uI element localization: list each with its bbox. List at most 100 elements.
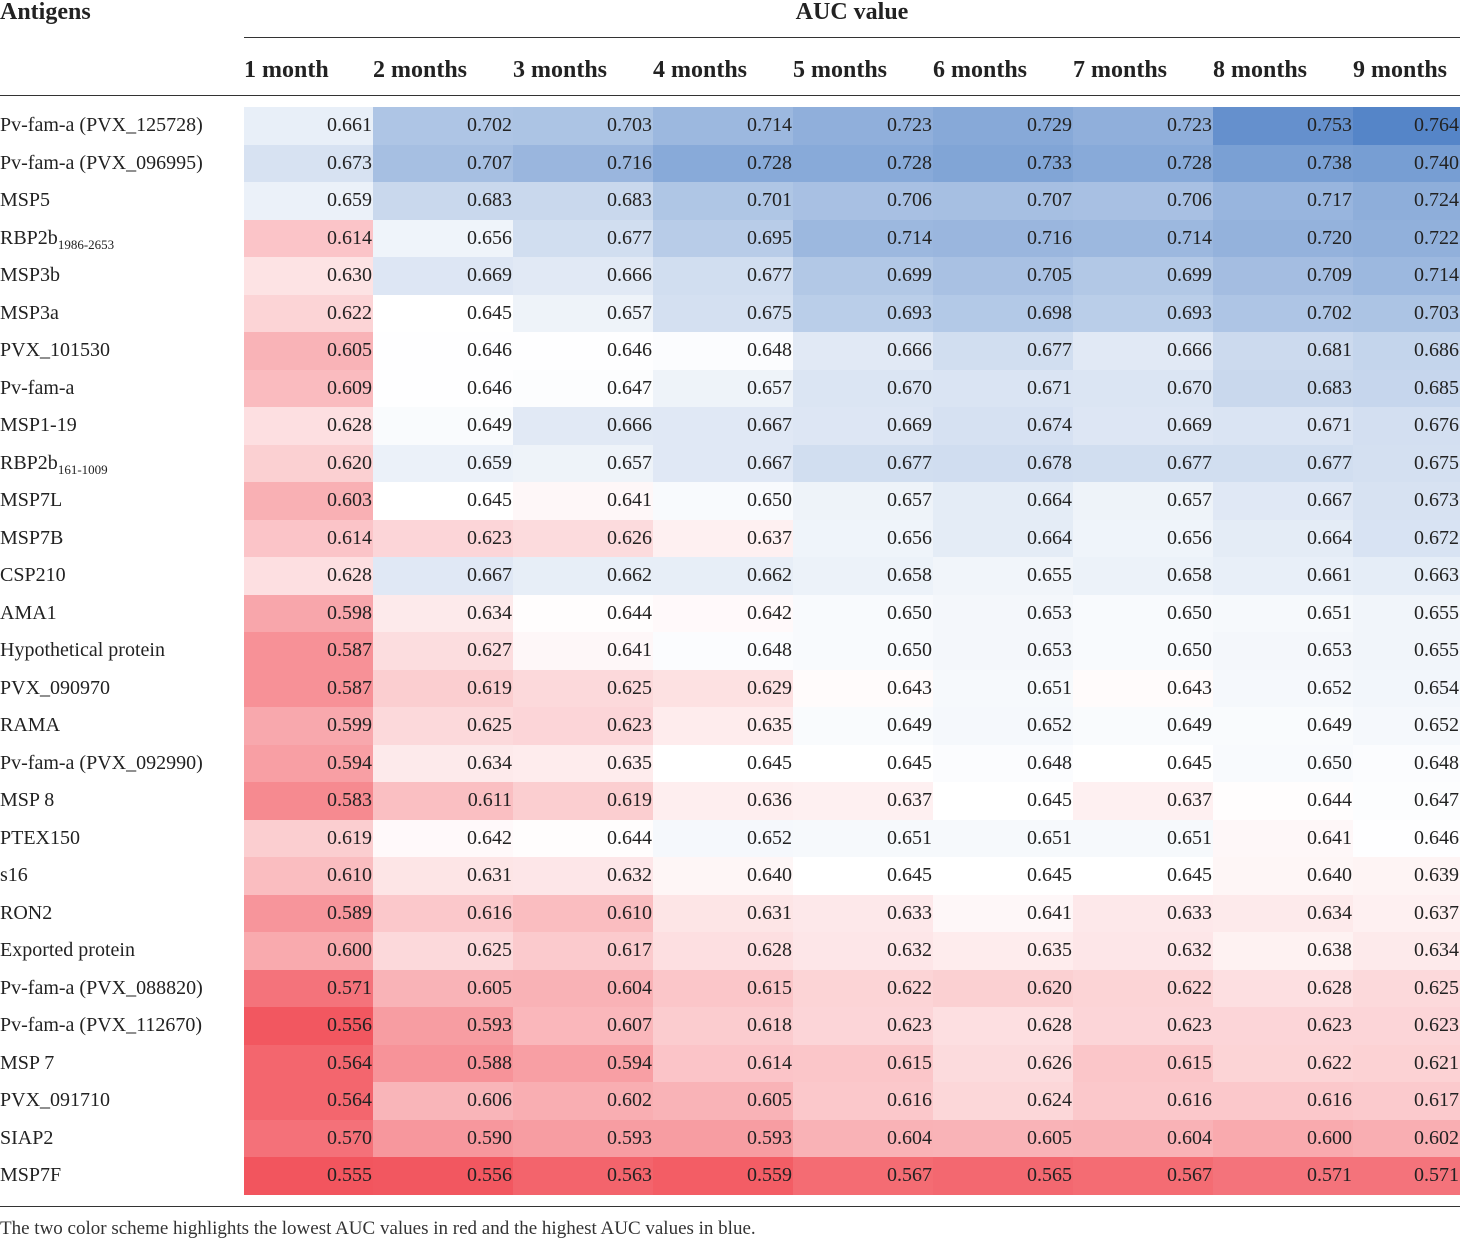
auc-cell: 0.648 xyxy=(653,632,793,670)
antigen-name: MSP7F xyxy=(0,1164,62,1186)
auc-cell: 0.616 xyxy=(1073,1082,1213,1120)
auc-cell: 0.639 xyxy=(1353,857,1460,895)
auc-value: 0.590 xyxy=(467,1126,512,1149)
auc-cell: 0.633 xyxy=(1073,894,1213,932)
auc-cell: 0.626 xyxy=(933,1044,1073,1082)
auc-value: 0.652 xyxy=(747,826,792,849)
auc-value: 0.624 xyxy=(1027,1089,1072,1111)
auc-value: 0.617 xyxy=(607,939,652,961)
auc-value: 0.625 xyxy=(607,676,652,699)
auc-cell: 0.664 xyxy=(933,519,1073,557)
auc-cell: 0.605 xyxy=(244,332,373,370)
auc-cell: 0.565 xyxy=(933,1157,1073,1195)
auc-cell: 0.667 xyxy=(653,407,793,445)
auc-value: 0.714 xyxy=(1414,264,1459,286)
auc-value: 0.605 xyxy=(467,976,512,999)
auc-value: 0.724 xyxy=(1414,189,1459,211)
auc-cell: 0.642 xyxy=(373,819,513,857)
auc-value: 0.598 xyxy=(327,601,372,624)
auc-cell: 0.602 xyxy=(513,1082,653,1120)
auc-value: 0.657 xyxy=(1167,489,1212,511)
month-header: 2 months xyxy=(373,57,468,83)
auc-cell: 0.637 xyxy=(1353,894,1460,932)
auc-value: 0.716 xyxy=(607,151,652,174)
auc-cell: 0.650 xyxy=(653,482,793,520)
auc-cell: 0.587 xyxy=(244,632,373,670)
auc-value: 0.764 xyxy=(1414,114,1459,136)
auc-value: 0.662 xyxy=(747,564,792,586)
auc-cell: 0.644 xyxy=(513,819,653,857)
auc-cell: 0.720 xyxy=(1213,219,1353,257)
auc-cell: 0.656 xyxy=(373,219,513,257)
auc-cell: 0.649 xyxy=(1213,707,1353,745)
auc-cell: 0.729 xyxy=(933,107,1073,145)
auc-cell: 0.628 xyxy=(653,932,793,970)
auc-value: 0.563 xyxy=(607,1164,652,1186)
auc-cell: 0.706 xyxy=(793,182,933,220)
auc-cell: 0.623 xyxy=(1073,1007,1213,1045)
month-header: 8 months xyxy=(1213,57,1308,83)
auc-value: 0.651 xyxy=(1307,601,1352,624)
auc-value: 0.650 xyxy=(1167,601,1212,624)
auc-value: 0.593 xyxy=(607,1126,652,1149)
auc-value: 0.740 xyxy=(1414,151,1459,174)
antigen-label: AMA1 xyxy=(0,595,57,633)
antigen-name: Pv-fam-a xyxy=(0,376,75,399)
auc-cell: 0.632 xyxy=(513,857,653,895)
auc-value: 0.640 xyxy=(1307,864,1352,886)
auc-value: 0.600 xyxy=(1307,1126,1352,1149)
auc-cell: 0.703 xyxy=(513,107,653,145)
auc-cell: 0.698 xyxy=(933,294,1073,332)
auc-value: 0.655 xyxy=(1414,639,1459,661)
auc-value: 0.603 xyxy=(327,489,372,511)
auc-cell: 0.667 xyxy=(373,557,513,595)
antigen-label: MSP7F xyxy=(0,1157,61,1195)
auc-cell: 0.651 xyxy=(793,819,933,857)
antigen-name: MSP 8 xyxy=(0,789,55,811)
auc-cell: 0.634 xyxy=(373,594,513,632)
auc-value: 0.605 xyxy=(327,339,372,361)
auc-value: 0.699 xyxy=(887,264,932,286)
auc-value: 0.618 xyxy=(747,1014,792,1036)
antigen-name: PVX_101530 xyxy=(0,339,111,361)
auc-cell: 0.683 xyxy=(373,182,513,220)
auc-cell: 0.614 xyxy=(244,519,373,557)
auc-value: 0.667 xyxy=(747,414,792,436)
auc-cell: 0.609 xyxy=(244,369,373,407)
auc-cell: 0.649 xyxy=(373,407,513,445)
auc-value: 0.641 xyxy=(1027,901,1072,924)
auc-cell: 0.675 xyxy=(1353,444,1460,482)
table-row: PVX_101530 0.605 0.646 0.646 0.648 0.666 0.677… xyxy=(0,332,1460,370)
auc-cell: 0.616 xyxy=(793,1082,933,1120)
auc-cell: 0.564 xyxy=(244,1044,373,1082)
auc-value: 0.674 xyxy=(1027,414,1072,436)
antigen-name: MSP 7 xyxy=(0,1051,55,1074)
auc-cell: 0.653 xyxy=(933,632,1073,670)
antigen-label: Pv-fam-a (PVX_096995) xyxy=(0,145,203,183)
auc-value: 0.683 xyxy=(607,189,652,211)
antigen-name: Pv-fam-a (PVX_112670) xyxy=(0,1014,203,1036)
auc-cell: 0.622 xyxy=(244,294,373,332)
antigen-label: MSP7L xyxy=(0,482,62,520)
auc-cell: 0.714 xyxy=(1073,219,1213,257)
antigen-name: MSP3b xyxy=(0,264,61,286)
auc-value: 0.650 xyxy=(1307,751,1352,774)
auc-cell: 0.661 xyxy=(1213,557,1353,595)
auc-cell: 0.686 xyxy=(1353,332,1460,370)
auc-value: 0.564 xyxy=(327,1051,372,1074)
auc-cell: 0.650 xyxy=(1073,594,1213,632)
auc-value: 0.615 xyxy=(747,976,792,999)
auc-cell: 0.625 xyxy=(1353,969,1460,1007)
auc-cell: 0.666 xyxy=(793,332,933,370)
auc-value: 0.628 xyxy=(327,414,372,436)
auc-cell: 0.662 xyxy=(653,557,793,595)
auc-cell: 0.617 xyxy=(1353,1082,1460,1120)
table-row: MSP7B 0.614 0.623 0.626 0.637 0.656 0.664 0.656… xyxy=(0,519,1460,557)
auc-cell: 0.622 xyxy=(793,969,933,1007)
auc-value: 0.695 xyxy=(747,226,792,249)
auc-cell: 0.630 xyxy=(244,257,373,295)
auc-value: 0.716 xyxy=(1027,226,1072,249)
auc-cell: 0.677 xyxy=(513,219,653,257)
auc-value: 0.636 xyxy=(747,789,792,811)
auc-value: 0.606 xyxy=(467,1089,512,1111)
